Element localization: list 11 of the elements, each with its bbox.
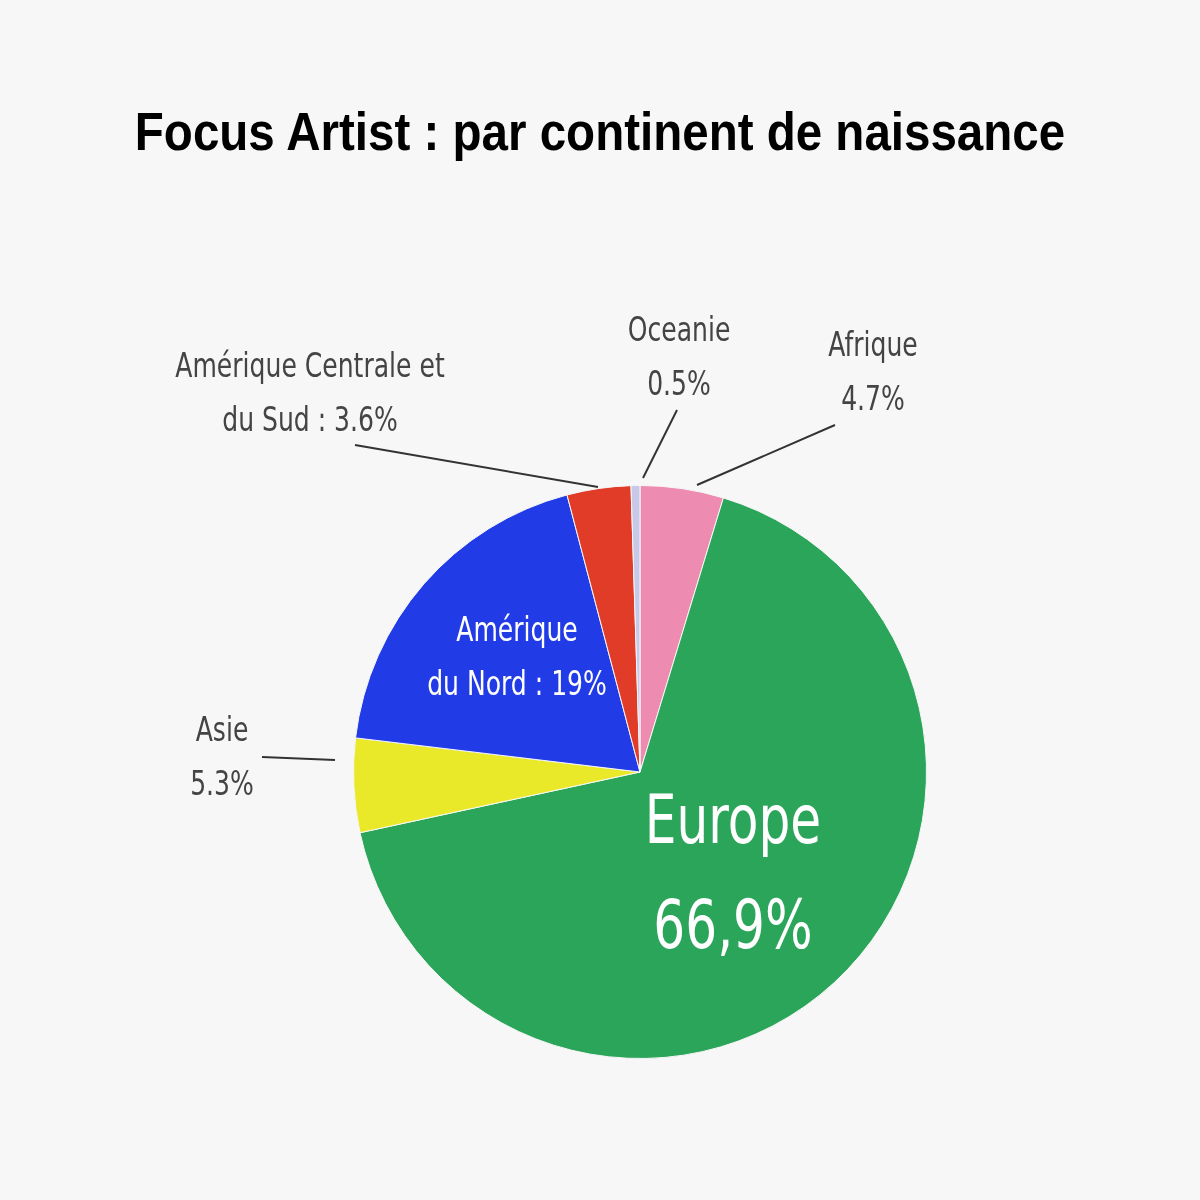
slice-label: Asie (195, 709, 249, 749)
data-label: 5.3% (190, 763, 254, 803)
slice-label: Oceanie (627, 309, 731, 349)
data-label: 4.7% (841, 378, 905, 418)
slice-label: Europe (644, 779, 822, 860)
data-label: 0.5% (647, 363, 711, 403)
slice-label: Amérique Centrale et du Sud : 3.6% (175, 345, 445, 439)
chart-title: Focus Artist : par continent de naissance (133, 100, 1067, 162)
slice-label: Amérique du Nord : 19% (427, 609, 607, 703)
slice-label: Afrique (828, 324, 918, 364)
data-label: 66,9% (653, 884, 813, 965)
